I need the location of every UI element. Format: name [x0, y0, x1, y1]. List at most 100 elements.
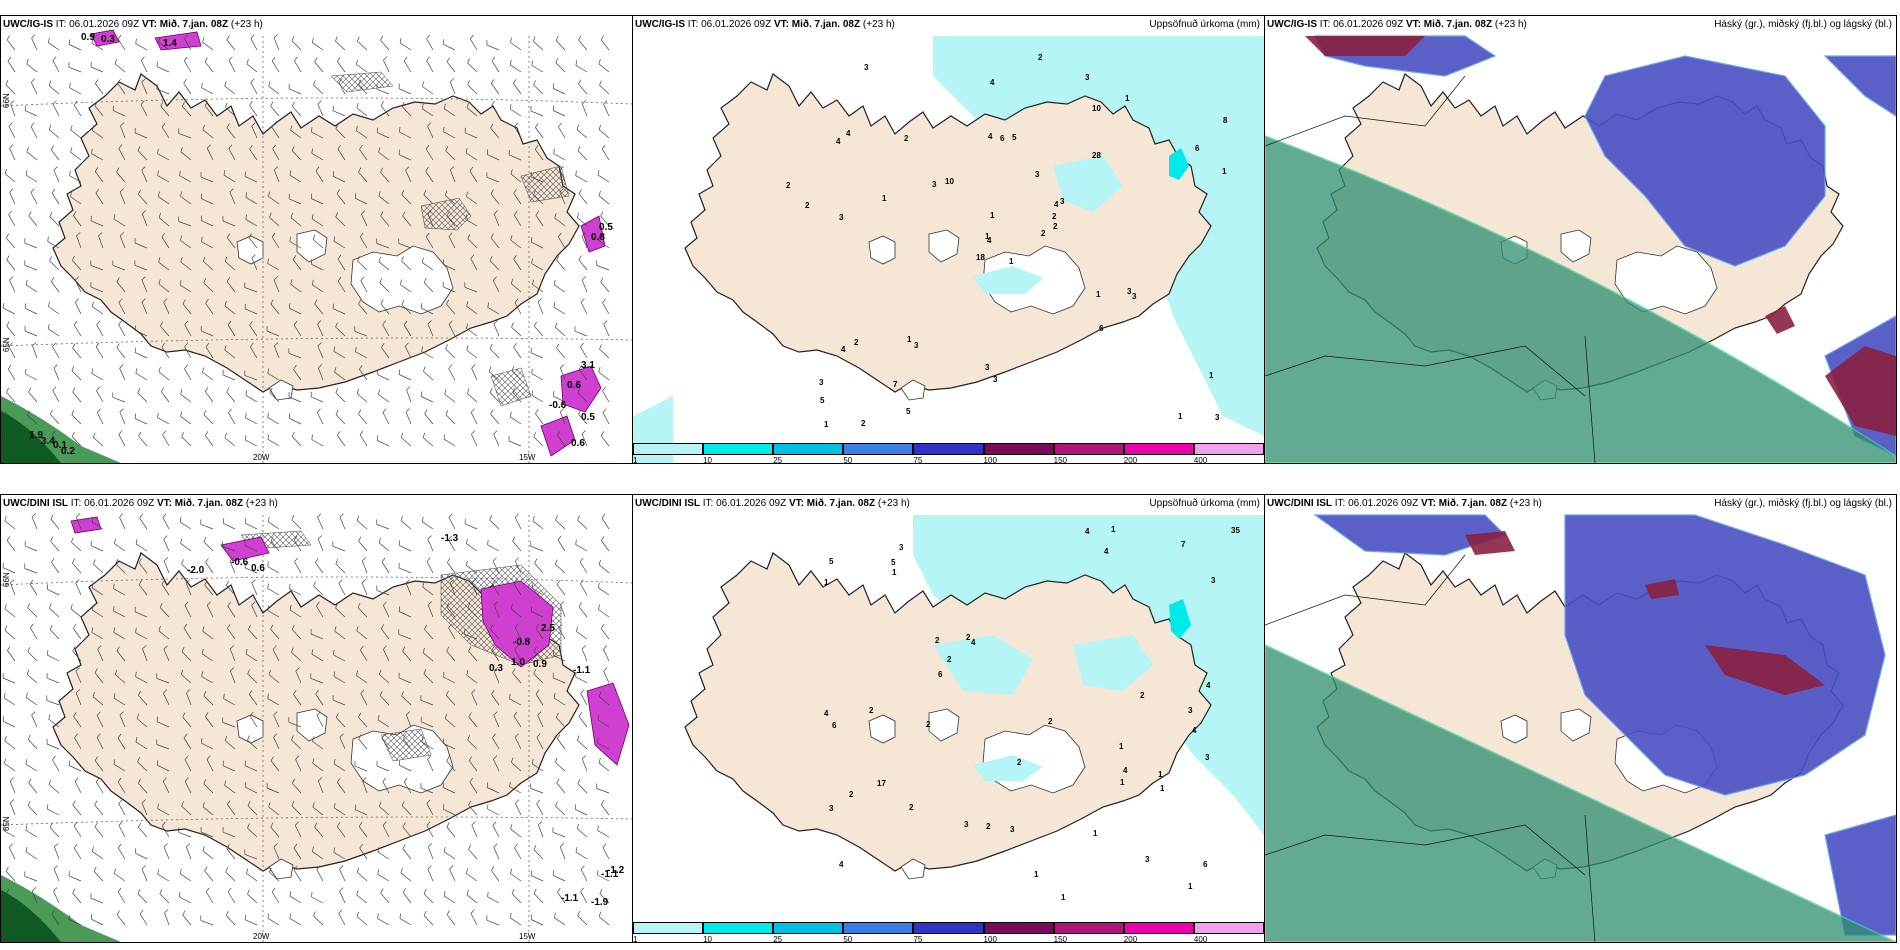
precip-value: 1: [1120, 778, 1125, 787]
precip-value: 4: [1123, 766, 1128, 775]
panel-header: UWC/IG-IS IT: 06.01.2026 09Z VT: Mið. 7.…: [3, 19, 263, 30]
precip-value: 3: [1060, 197, 1065, 206]
precip-value: 3: [1085, 73, 1090, 82]
snow-area: [480, 580, 554, 668]
precip-value: 28: [1092, 151, 1101, 160]
precip-value: 1: [907, 335, 912, 344]
cloud-mid-area: [1584, 55, 1826, 267]
snow-area: [90, 29, 120, 47]
contour-value: 1.9: [29, 430, 43, 441]
precip-map: 1443433510233381828243210576334421113121…: [633, 36, 1264, 463]
wind-map: 20W15W66N65N64N-1.3-2.00.6-0.6-1.12.50.3…: [1, 513, 632, 942]
precip-value: 4: [1104, 547, 1109, 556]
panel-wind-ig: UWC/IG-IS IT: 06.01.2026 09Z VT: Mið. 7.…: [0, 15, 633, 464]
colorbar-tick: 75: [913, 456, 923, 464]
contour-value: 0.5: [581, 412, 595, 423]
glacier-outline: [236, 235, 264, 265]
wind-barbs: [2, 513, 610, 926]
precip-value: 5: [829, 557, 834, 566]
colorbar-tick: 100: [983, 935, 997, 943]
cloud-low-area: [1825, 346, 1896, 436]
wind-barbs: [3, 34, 610, 447]
cloud-low-area: [1645, 579, 1679, 599]
colorbar-swatch: [1123, 443, 1194, 455]
glacier-outline: [900, 858, 926, 880]
colorbar-tick: 1: [633, 456, 638, 464]
cloud-low-area: [1465, 531, 1515, 555]
precip-value: 4: [841, 345, 846, 354]
contour-value: 3.1: [581, 360, 595, 371]
precip-value: 2: [1041, 229, 1046, 238]
contour-value: 0.2: [61, 446, 75, 457]
panel-title: Háský (gr.), miðský (fj.bl.) og lágský (…: [1714, 498, 1892, 509]
precip-shade-corner-dark: [1, 411, 61, 463]
colorbar-tick: 25: [773, 935, 783, 943]
cloud-map: [1265, 35, 1896, 463]
precip-area: [913, 515, 1264, 835]
snow-area: [586, 682, 630, 766]
wind-map: 20W15W66N65N64N0.91.43.10.6-0.60.51.93.4…: [1, 29, 632, 463]
precip-value: 2: [966, 633, 971, 642]
panel-title: Uppsöfnuð úrkoma (mm): [1149, 19, 1260, 30]
lat-label-66n: 66N: [2, 572, 11, 587]
precip-value: 4: [971, 638, 976, 647]
precip-value: 3: [1132, 292, 1137, 301]
precip-value: 5: [820, 396, 825, 405]
precip-value: 3: [839, 213, 844, 222]
colorbar-swatch: [913, 922, 984, 934]
panel-header: UWC/DINI ISL IT: 06.01.2026 09Z VT: Mið.…: [635, 498, 910, 509]
precip-value: 1: [1125, 94, 1130, 103]
colorbar-swatch: [843, 443, 914, 455]
precip-value: 4: [839, 860, 844, 869]
lon-label-20w: 20W: [253, 453, 270, 462]
colorbar-swatch: [703, 922, 774, 934]
cloud-mid-area: [1823, 55, 1896, 117]
snow-area: [70, 516, 102, 534]
hatch-area: [380, 728, 432, 762]
precip-value: 6: [1195, 144, 1200, 153]
precip-value: 6: [832, 721, 837, 730]
contour-value: 0.9: [533, 659, 547, 670]
hatch-area: [330, 71, 394, 93]
contour-value: 0.6: [251, 563, 265, 574]
glacier-outline: [928, 708, 960, 742]
precip-value: 6: [1000, 134, 1005, 143]
hatch-area: [420, 197, 472, 231]
precip-value: 3: [993, 375, 998, 384]
contour-value: -0.6: [549, 400, 567, 411]
contour-value: 1.4: [163, 38, 177, 49]
precip-value: 4: [1054, 200, 1059, 209]
colorbar-swatch: [983, 922, 1054, 934]
hatch-area: [490, 367, 532, 407]
precip-value: 3: [1205, 753, 1210, 762]
precip-value: 1: [892, 568, 897, 577]
lon-label-20w: 20W: [253, 932, 270, 941]
precip-value: 3: [1188, 706, 1193, 715]
precip-peak: [1169, 599, 1191, 639]
colorbar-tick: 400: [1193, 935, 1208, 943]
precip-area: [973, 266, 1043, 294]
colorbar-tick: 150: [1053, 456, 1068, 464]
contour-value: -0.8: [513, 637, 531, 648]
lat-label-65n: 65N: [2, 816, 11, 831]
precip-shade-corner-dark: [1, 890, 61, 942]
precip-value: 2: [861, 419, 866, 428]
lon-label-15w: 15W: [519, 453, 536, 462]
precip-value: 4: [1085, 527, 1090, 536]
precip-value: 1: [1093, 829, 1098, 838]
contour-value: 0.9: [81, 32, 95, 43]
precip-value: 2: [904, 134, 909, 143]
contour-value: -1.3: [441, 533, 459, 544]
glacier-outline: [268, 379, 294, 401]
precip-value: 2: [1017, 758, 1022, 767]
cloud-mid-area: [1824, 814, 1896, 936]
panel-precip-dini: UWC/DINI ISL IT: 06.01.2026 09Z VT: Mið.…: [632, 494, 1265, 943]
precip-value: 3: [985, 363, 990, 372]
precip-value: 10: [945, 177, 954, 186]
precip-value: 4: [846, 129, 851, 138]
precip-value: 3: [819, 378, 824, 387]
panel-header: UWC/DINI ISL IT: 06.01.2026 09Z VT: Mið.…: [3, 498, 278, 509]
cloud-low-area: [1765, 306, 1795, 334]
panel-wind-dini: UWC/DINI ISL IT: 06.01.2026 09Z VT: Mið.…: [0, 494, 633, 943]
colorbar-swatch: [1193, 443, 1264, 455]
